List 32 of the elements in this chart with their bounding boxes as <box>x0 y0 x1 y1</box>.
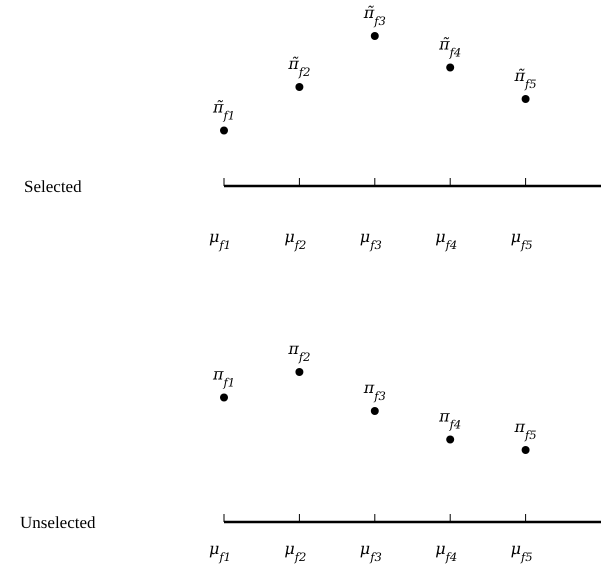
y-axis-title: Unselected <box>20 513 96 532</box>
annotation: π$_{f3}$ <box>362 378 386 403</box>
x-tick-label: μ$_{f4}$ <box>435 227 458 252</box>
x-tick-label: μ$_{f5}$ <box>510 227 533 252</box>
point <box>370 407 379 415</box>
point <box>446 436 454 444</box>
annotation: π̃$_{f1}$ <box>212 98 236 122</box>
x-tick-label: μ$_{f1}$ <box>209 539 231 564</box>
x-tick-label: μ$_{f4}$ <box>435 539 458 564</box>
x-tick-label: μ$_{f2}$ <box>284 539 306 564</box>
annotation: π$_{f5}$ <box>514 417 537 442</box>
annotation: π̃$_{f2}$ <box>287 54 310 79</box>
x-tick-label: μ$_{f1}$ <box>209 227 231 252</box>
point <box>446 64 454 72</box>
annotation: π̃$_{f4}$ <box>438 34 462 60</box>
annotation: π$_{f4}$ <box>438 406 462 432</box>
annotation: π̃$_{f5}$ <box>514 66 537 91</box>
point <box>522 95 530 103</box>
x-tick-label: μ$_{f3}$ <box>360 227 382 252</box>
point <box>295 83 304 91</box>
point <box>220 126 228 134</box>
x-tick-label: μ$_{f3}$ <box>360 539 382 564</box>
annotation: π$_{f1}$ <box>212 364 236 390</box>
x-tick-label: μ$_{f5}$ <box>510 539 533 564</box>
y-axis-title: Selected <box>24 177 82 196</box>
x-tick-label: μ$_{f2}$ <box>284 227 306 252</box>
point <box>522 446 530 454</box>
annotation: π$_{f2}$ <box>287 339 310 364</box>
point <box>370 32 379 40</box>
point <box>295 368 304 376</box>
point <box>220 394 228 402</box>
annotation: π̃$_{f3}$ <box>362 3 386 28</box>
